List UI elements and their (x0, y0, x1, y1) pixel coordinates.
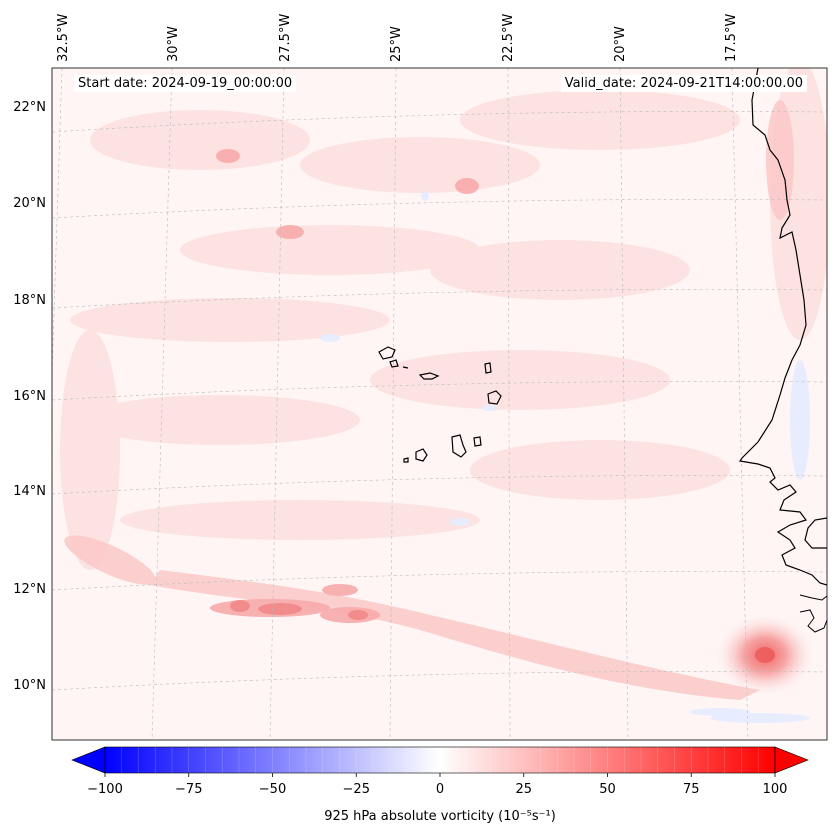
colorbar-tick-label: −75 (175, 782, 202, 797)
latitude-labels: 22°N 20°N 18°N 16°N 14°N 12°N 10°N (13, 100, 46, 693)
colorbar-label: 925 hPa absolute vorticity (10⁻⁵s⁻¹) (324, 809, 556, 824)
cape-verde-islands (378, 346, 502, 463)
lat-label: 20°N (13, 196, 46, 211)
colorbar-high-extension (774, 746, 809, 774)
lat-label: 10°N (13, 678, 46, 693)
lon-label: 32.5°W (56, 14, 71, 62)
colorbar-tick-label: 25 (515, 782, 532, 797)
lat-label: 22°N (13, 100, 46, 115)
graticule (52, 68, 827, 740)
colorbar-tick-label: −25 (343, 782, 370, 797)
colorbar: −100 −75 −50 −25 0 25 50 75 100 925 hPa absolute… (71, 746, 809, 824)
map-frame (51, 67, 828, 741)
vorticity-field (52, 68, 827, 740)
longitude-labels: 32.5°W 30°W 27.5°W 25°W 22.5°W 20°W 17.5… (56, 14, 739, 62)
colorbar-tick-label: 50 (599, 782, 616, 797)
lon-label: 27.5°W (278, 14, 293, 62)
lon-label: 20°W (613, 26, 628, 62)
colorbar-low-extension (71, 746, 106, 774)
valid-date-label: Valid_date: 2024-09-21T14:00:00.00 (560, 75, 807, 92)
lat-label: 14°N (13, 484, 46, 499)
lat-label: 12°N (13, 582, 46, 597)
start-date-label: Start date: 2024-09-19_00:00:00 (74, 75, 297, 92)
colorbar-gradient (104, 746, 776, 774)
colorbar-level-lines (121, 747, 759, 773)
colorbar-tick-label: −100 (87, 782, 123, 797)
lon-label: 17.5°W (724, 14, 739, 62)
colorbar-tick-label: 100 (763, 782, 788, 797)
colorbar-tick-label: 0 (436, 782, 444, 797)
colorbar-tick-label: 75 (683, 782, 700, 797)
colorbar-tick-label: −50 (259, 782, 286, 797)
lat-label: 16°N (13, 389, 46, 404)
africa-coastline (738, 68, 827, 586)
lon-label: 25°W (389, 26, 404, 62)
lon-label: 30°W (166, 26, 181, 62)
colorbar-ticks: −100 −75 −50 −25 0 25 50 75 100 (87, 773, 787, 797)
lat-label: 18°N (13, 293, 46, 308)
lon-label: 22.5°W (501, 14, 516, 62)
